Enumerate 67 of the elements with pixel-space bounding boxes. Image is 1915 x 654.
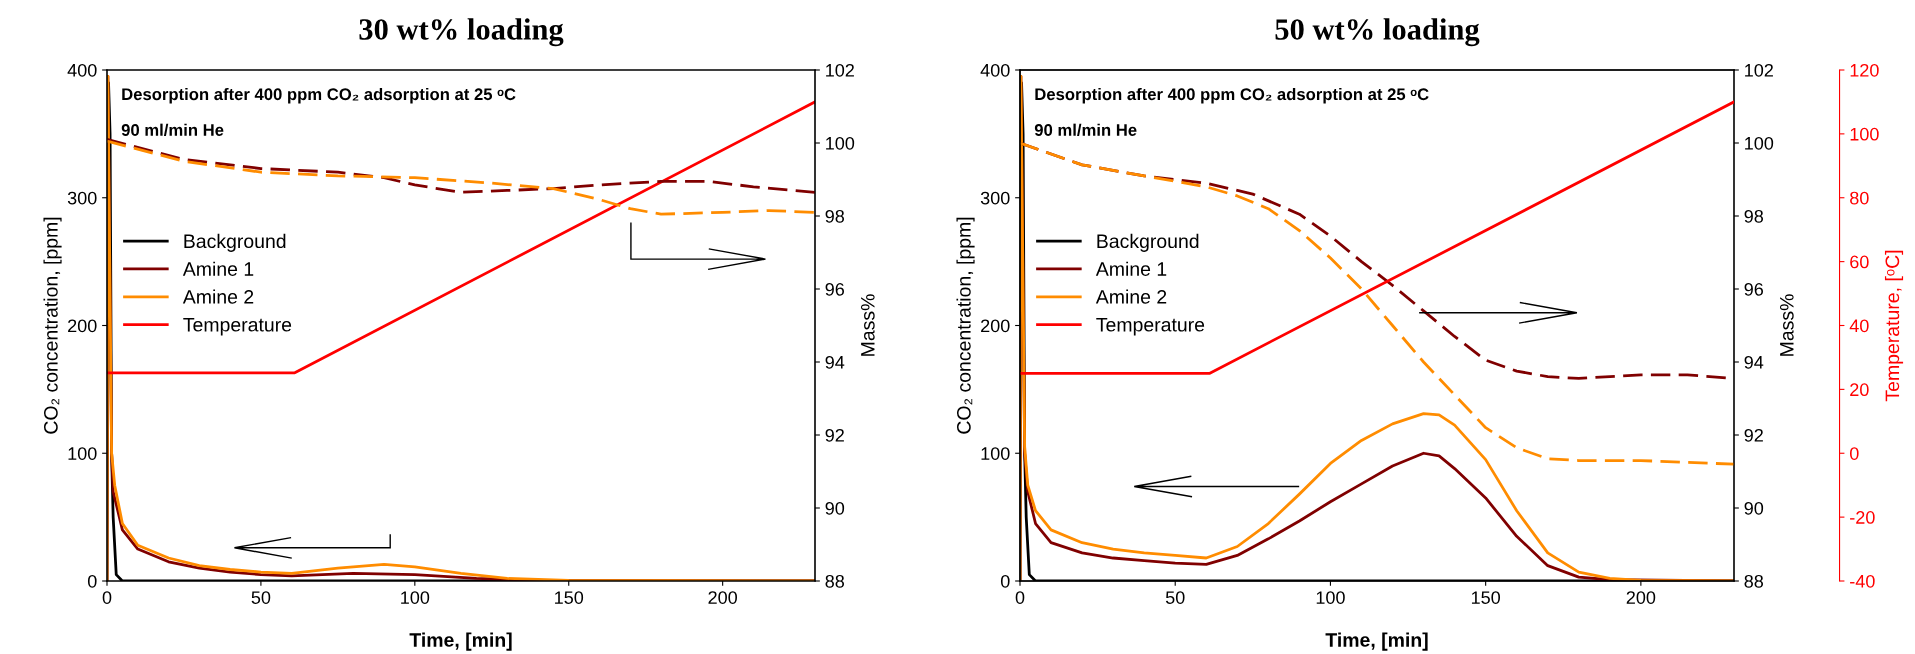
legend-label: Amine 2: [1095, 289, 1167, 304]
y2-tick-label: 96: [1744, 282, 1764, 296]
y2-tick-label: 90: [825, 501, 845, 515]
y3-tick-label: 120: [1850, 63, 1879, 77]
y3-tick-label: 80: [1850, 191, 1869, 205]
y-axis-title: CO₂ concentration, [ppm]: [43, 217, 62, 434]
y3-tick-label: 20: [1850, 383, 1869, 397]
x-axis-title: Time, [min]: [1325, 632, 1428, 651]
y3-tick-label: 0: [1849, 447, 1859, 460]
x-tick-label: 50: [251, 591, 271, 604]
x-tick-label: 100: [401, 591, 430, 604]
legend-label: Temperature: [183, 318, 292, 336]
y2-tick-label: 100: [826, 136, 855, 150]
annotation: Desorption after 400 ppm CO₂ adsorption at 25 ᵒC: [122, 87, 516, 104]
annotation: Desorption after 400 ppm CO₂ adsorption at 25 ᵒC: [1035, 87, 1429, 104]
x-tick-label: 150: [1471, 591, 1501, 604]
y3-tick-label: -20: [1850, 511, 1875, 524]
x-tick-label: 0: [102, 591, 112, 604]
y2-axis-title: Mass%: [861, 294, 875, 356]
chart-title: 50 wt% loading: [1275, 18, 1480, 47]
x-tick-label: 150: [555, 591, 584, 604]
x-tick-label: 200: [708, 591, 738, 604]
y3-axis-title: Temperature, [ᵒC]: [1884, 250, 1904, 402]
y3-tick-label: 40: [1849, 319, 1869, 333]
legend-label: Temperature: [1096, 318, 1205, 336]
y2-tick-label: 96: [825, 282, 845, 296]
y2-tick-label: 98: [1744, 209, 1764, 223]
y-tick-label: 200: [68, 319, 97, 333]
annotation: 90 ml/min He: [1034, 123, 1137, 137]
chart-title: 30 wt% loading: [359, 18, 564, 47]
legend-label: Background: [1097, 233, 1199, 252]
y3-tick-label: 60: [1850, 255, 1869, 269]
y2-tick-label: 92: [1744, 428, 1763, 442]
y2-tick-label: 102: [826, 63, 854, 77]
y2-tick-label: 102: [1745, 63, 1773, 77]
x-tick-label: 200: [1626, 591, 1656, 604]
x-tick-label: 0: [1015, 591, 1025, 604]
x-tick-label: 50: [1165, 591, 1185, 604]
y-tick-label: 300: [67, 191, 97, 205]
y2-tick-label: 94: [825, 355, 845, 369]
y2-tick-label: 92: [825, 428, 844, 442]
y-tick-label: 400: [67, 63, 97, 77]
y-tick-label: 300: [980, 191, 1010, 205]
y2-tick-label: 88: [1744, 574, 1764, 588]
y-tick-label: 0: [1000, 574, 1010, 588]
annotation: 90 ml/min He: [121, 123, 224, 137]
y2-tick-label: 98: [825, 209, 845, 223]
y2-tick-label: 94: [1744, 355, 1764, 369]
legend-label: Background: [184, 233, 286, 252]
y2-tick-label: 90: [1744, 501, 1764, 515]
legend-label: Amine 2: [182, 289, 254, 304]
y2-tick-label: 88: [825, 574, 845, 588]
x-tick-label: 100: [1316, 591, 1345, 604]
y-tick-label: 200: [981, 319, 1010, 333]
y-tick-label: 400: [980, 63, 1010, 77]
y2-tick-label: 100: [1745, 136, 1774, 150]
legend-label: Amine 1: [182, 261, 254, 276]
x-axis-title: Time, [min]: [409, 632, 512, 651]
legend-label: Amine 1: [1095, 261, 1167, 276]
y-tick-label: 100: [981, 447, 1010, 460]
y-axis-title: CO₂ concentration, [ppm]: [956, 217, 975, 434]
y3-tick-label: -40: [1850, 574, 1875, 588]
y2-axis-title: Mass%: [1780, 294, 1794, 356]
y-tick-label: 100: [68, 447, 97, 460]
y-tick-label: 0: [87, 574, 97, 588]
line-series: [107, 137, 815, 194]
y3-tick-label: 100: [1850, 127, 1879, 141]
